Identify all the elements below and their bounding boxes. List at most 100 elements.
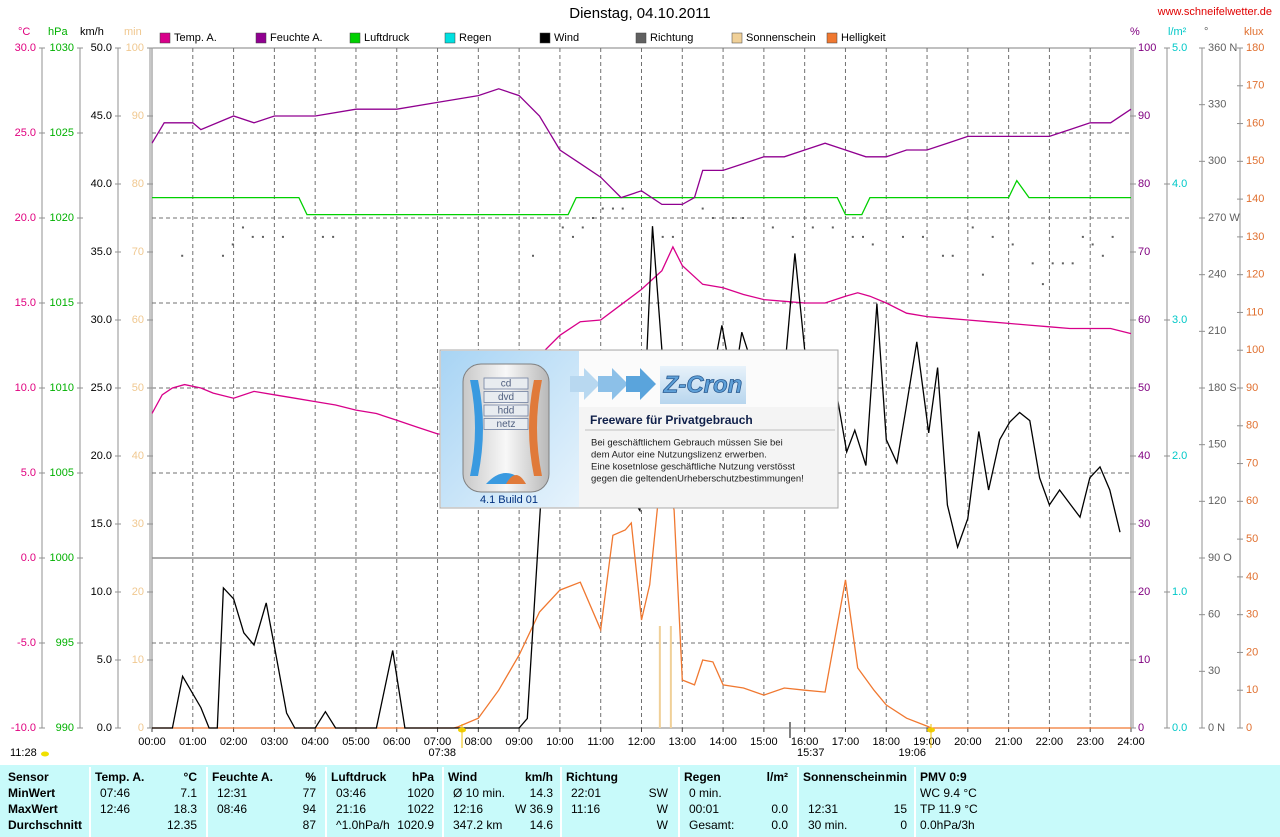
row-label: MaxWert [8,802,58,816]
legend-label: Luftdruck [364,32,410,44]
x-tick-label: 14:00 [709,736,737,748]
direction-dot [711,217,714,219]
y-tick-label: 10.0 [15,382,36,394]
y-tick-label: 110 [1246,306,1264,318]
y-tick-label: 45.0 [91,110,112,122]
y-tick-label: 100 [126,42,144,54]
y-tick-label: 5.0 [97,654,112,666]
x-tick-label: 15:00 [750,736,778,748]
y-tick-label: 180 S [1208,382,1237,394]
x-tick-label: 02:00 [220,736,248,748]
y-tick-label: 100 [1138,42,1156,54]
y-tick-label: 270 W [1208,212,1240,224]
icon-label: cd [501,379,512,390]
direction-dot [791,235,794,238]
y-tick-label: 100 [1246,344,1264,356]
legend-swatch [444,32,456,44]
legend-swatch [826,32,838,44]
axis-unit: min [124,26,142,38]
direction-dot [181,254,184,257]
y-tick-label: 90 O [1208,552,1232,564]
y-tick-label: 0 [1246,722,1252,734]
sun-icon [41,751,49,757]
logo-box [660,366,746,404]
row-label: MinWert [8,786,55,800]
direction-dot [971,226,974,229]
direction-dot [1091,243,1094,246]
y-tick-label: 0.0 [1172,722,1187,734]
direction-dot [621,207,624,210]
y-tick-label: 40 [1246,571,1258,583]
legend-label: Wind [554,32,579,44]
popup-logo: Z-Cron [663,371,743,398]
direction-dot [231,243,234,246]
legend-label: Richtung [650,32,693,44]
popup-line: Eine kosetnlose geschäftliche Nutzung ve… [591,462,795,473]
direction-dot [321,235,324,238]
legend-swatch [635,32,647,44]
y-tick-label: 20.0 [15,212,36,224]
y-tick-label: 90 [132,110,144,122]
table-cell: WC 9.4 °C [920,786,977,800]
x-tick-label: 17:00 [832,736,860,748]
popup-line: Bei geschäftlichem Gebrauch müssen Sie b… [591,438,783,449]
y-tick-label: 60 [132,314,144,326]
table-header: Sensor [8,770,49,784]
y-tick-label: 3.0 [1172,314,1187,326]
data [151,88,1132,729]
y-tick-label: 990 [56,722,74,734]
icon-base-2 [506,475,526,484]
x-tick-label: 21:00 [995,736,1023,748]
y-tick-label: 240 [1208,269,1226,281]
icon-label: netz [497,419,516,430]
direction-dot [1061,262,1064,265]
y-tick-label: 70 [1246,457,1258,469]
direction-dot [1081,235,1084,238]
source: www.schneifelwetter.de [1157,6,1272,18]
legend-swatch [159,32,171,44]
y-tick-label: 1005 [50,467,74,479]
table-cell: TP 11.9 °C [920,802,978,816]
table-cell: W [657,818,669,832]
direction-dot [1041,283,1044,286]
axis-unit: % [1130,26,1140,38]
direction-dot [581,226,584,229]
y-tick-label: 30.0 [91,314,112,326]
legend-swatch [349,32,361,44]
y-tick-label: 120 [1208,495,1226,507]
axis-unit: °C [18,26,30,38]
direction-dot [861,235,864,238]
table-cell: 347.2 km [453,818,502,832]
table-cell: 12.35 [167,818,197,832]
y-tick-label: 0 [1138,722,1144,734]
annotation: 15:37 [797,747,825,759]
direction-dot [661,235,664,238]
table-cell: 07:46 [100,786,130,800]
y-tick-label: 15.0 [91,518,112,530]
table-cell: 12:31 [217,786,247,800]
direction-dot [1111,235,1114,238]
y-tick-label: 25.0 [91,382,112,394]
table-cell: 22:01 [571,786,601,800]
direction-dot [591,217,594,219]
direction-dot [1101,254,1104,257]
y-tick-label: 10.0 [91,586,112,598]
direction-dot [941,254,944,257]
table-cell: 18.3 [174,802,198,816]
direction-dot [611,207,614,210]
y-tick-label: 30 [1246,609,1258,621]
y-tick-label: 170 [1246,80,1264,92]
direction-dot [831,226,834,229]
series-line [151,88,1132,206]
annotation: 07:38 [428,747,456,759]
table-cell: 14.3 [530,786,554,800]
y-tick-label: 50 [1138,382,1150,394]
direction-dot [221,254,224,257]
table-cell: 1020 [407,786,434,800]
table-header: Luftdruck [331,770,387,784]
y-tick-label: 5.0 [21,467,36,479]
table-unit: km/h [525,770,553,784]
icon-label-box [483,377,529,390]
axis-unit: km/h [80,26,104,38]
legend-label: Temp. A. [174,32,217,44]
